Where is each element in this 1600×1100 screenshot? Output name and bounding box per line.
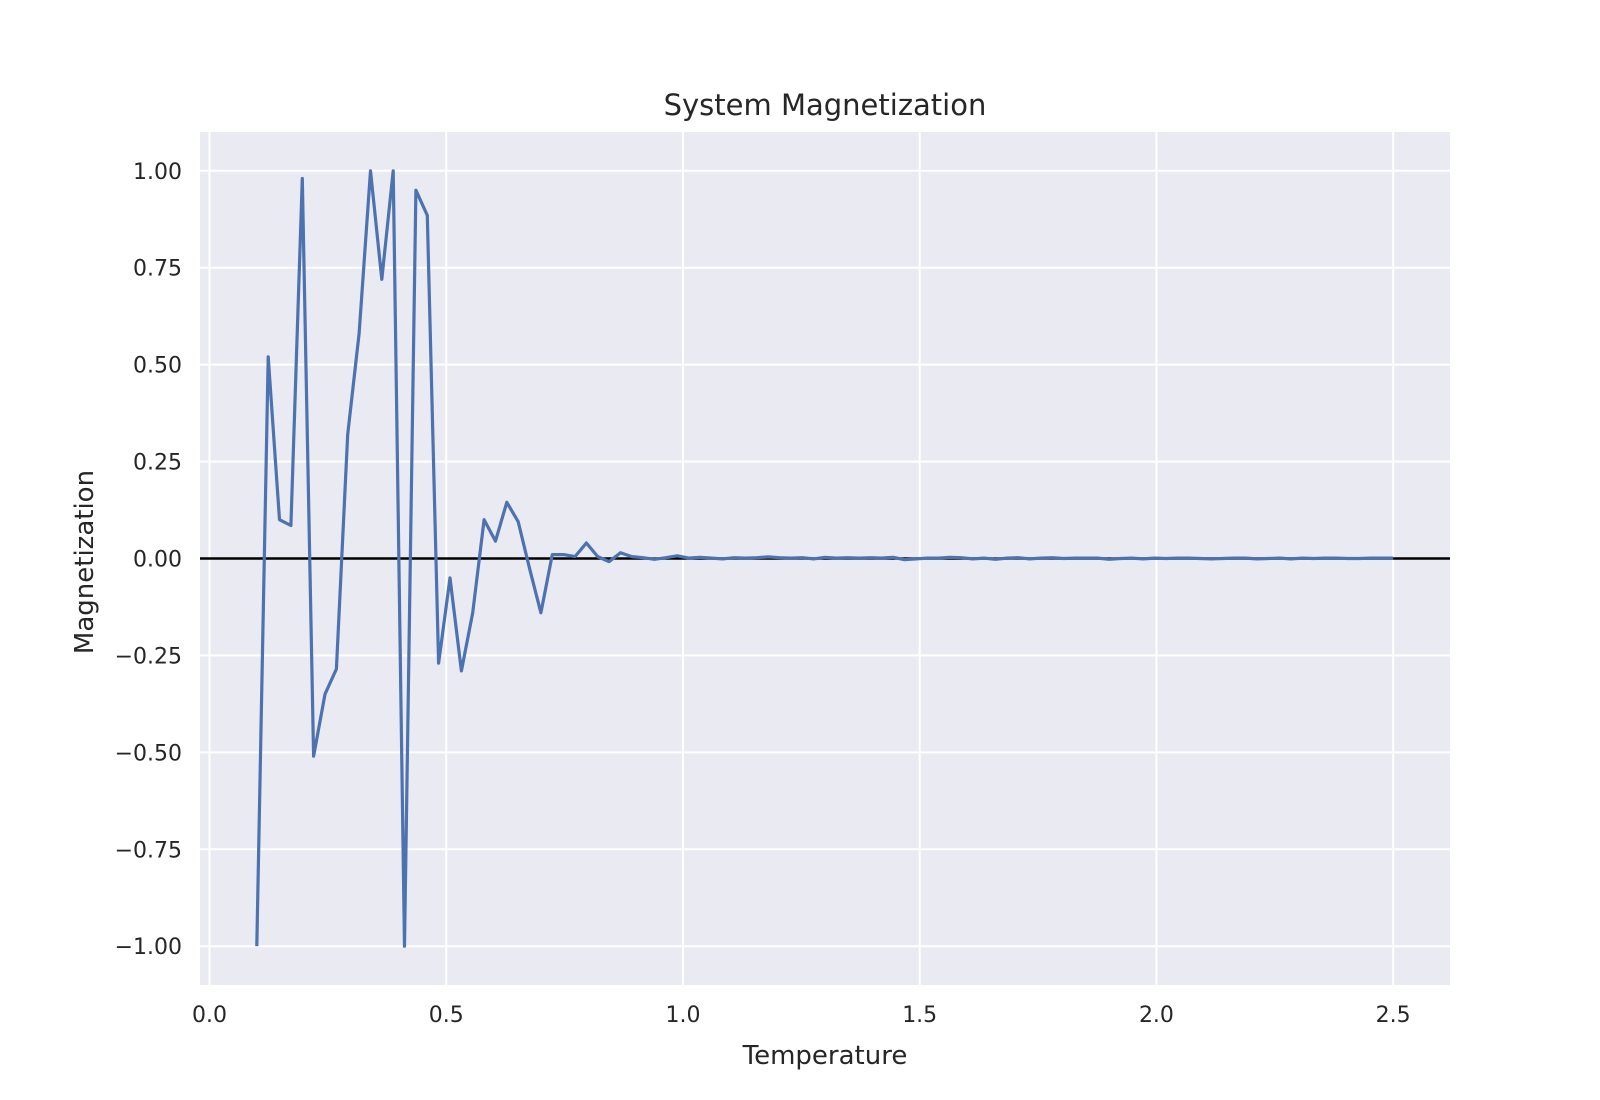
x-tick-label: 0.0	[192, 1003, 227, 1028]
chart-title: System Magnetization	[664, 88, 987, 122]
y-tick-label: 0.00	[133, 548, 182, 573]
x-axis-title: Temperature	[742, 1041, 908, 1071]
y-tick-label: −1.00	[115, 935, 182, 960]
y-tick-label: 0.75	[133, 257, 182, 282]
x-tick-label: 0.5	[429, 1003, 464, 1028]
y-tick-label: −0.25	[115, 644, 182, 669]
x-axis-ticks: 0.0 0.5 1.0 1.5 2.0 2.5	[192, 1003, 1411, 1028]
y-tick-label: −0.75	[115, 838, 182, 863]
x-tick-label: 1.5	[902, 1003, 937, 1028]
y-axis-ticks: 1.00 0.75 0.50 0.25 0.00 −0.25 −0.50 −0.75 −1.00	[115, 160, 182, 960]
x-tick-label: 2.0	[1139, 1003, 1174, 1028]
y-tick-label: −0.50	[115, 741, 182, 766]
x-tick-label: 1.0	[665, 1003, 700, 1028]
x-tick-label: 2.5	[1376, 1003, 1411, 1028]
y-tick-label: 0.50	[133, 354, 182, 379]
y-tick-label: 1.00	[133, 160, 182, 185]
magnetization-series-line	[255, 169, 1394, 948]
y-axis-title: Magnetization	[70, 470, 100, 654]
y-tick-label: 0.25	[133, 451, 182, 476]
